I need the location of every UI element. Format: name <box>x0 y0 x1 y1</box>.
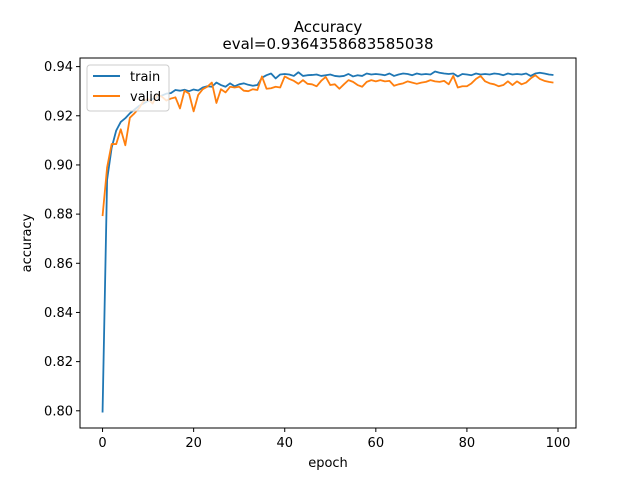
series-layer <box>101 70 554 413</box>
x-tick-label: 60 <box>368 436 385 451</box>
x-tick-label: 0 <box>98 436 106 451</box>
y-axis-label: accuracy <box>20 213 35 272</box>
y-tick-label: 0.92 <box>44 109 73 124</box>
y-axis-ticks: 0.80 0.82 0.84 0.86 0.88 0.90 0.92 0.94 <box>44 60 80 419</box>
legend: train valid <box>86 64 170 112</box>
plot-frame <box>79 57 577 429</box>
series-line-train <box>101 70 554 413</box>
x-tick-label: 80 <box>459 436 476 451</box>
series-line-valid <box>101 74 554 217</box>
chart-title: Accuracy <box>294 18 363 36</box>
x-tick-label: 100 <box>546 436 571 451</box>
y-tick-label: 0.90 <box>44 158 73 173</box>
y-tick-label: 0.86 <box>44 257 73 272</box>
chart-subtitle: eval=0.9364358683585038 <box>222 35 433 53</box>
legend-label-valid: valid <box>130 90 161 105</box>
x-tick-label: 20 <box>185 436 202 451</box>
x-tick-label: 40 <box>276 436 293 451</box>
y-tick-label: 0.82 <box>44 355 73 370</box>
y-tick-label: 0.94 <box>44 60 73 75</box>
y-tick-label: 0.80 <box>44 404 73 419</box>
legend-label-train: train <box>130 70 160 85</box>
y-tick-label: 0.84 <box>44 306 73 321</box>
x-axis-label: epoch <box>308 456 348 471</box>
y-tick-label: 0.88 <box>44 208 73 223</box>
plot-area: 0 20 40 60 80 100 0.80 0.82 0.84 0.86 0.88 0.90 0.9… <box>44 57 577 451</box>
x-axis-ticks: 0 20 40 60 80 100 <box>98 428 570 451</box>
